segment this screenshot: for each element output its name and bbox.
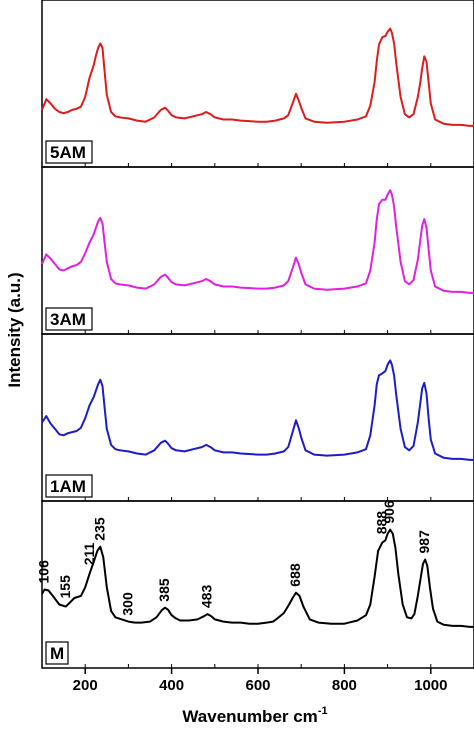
- y-axis-label: Intensity (a.u.): [5, 272, 24, 387]
- x-tick-label: 600: [245, 677, 270, 694]
- panel-label-1am: 1AM: [50, 477, 86, 496]
- x-tick-label: 800: [332, 677, 357, 694]
- peak-label: 106: [36, 560, 52, 584]
- x-axis-label-text: Wavenumber cm: [182, 707, 317, 726]
- peak-label: 906: [381, 500, 397, 524]
- x-axis-ticks: 200 400 600 800 1000: [73, 668, 447, 694]
- panel-label-5am: 5AM: [50, 143, 86, 162]
- x-axis-label-superscript: -1: [318, 705, 328, 717]
- peak-label: 235: [91, 517, 107, 541]
- x-tick-label: 1000: [414, 677, 447, 694]
- peak-label: 211: [81, 543, 97, 566]
- x-tick-label: 200: [73, 677, 98, 694]
- peak-label: 688: [287, 563, 303, 587]
- panel-label-box: [45, 307, 93, 331]
- x-tick-label: 400: [159, 677, 184, 694]
- panel-frame: [41, 0, 474, 168]
- panel-label-box: [45, 641, 69, 665]
- panel-label-box: [45, 474, 93, 498]
- peak-label: 888: [373, 511, 389, 535]
- panel-label-3am: 3AM: [50, 310, 86, 329]
- peak-label: 987: [416, 530, 432, 554]
- peak-label: 385: [156, 578, 172, 602]
- series-line-m: [41, 528, 474, 628]
- peak-label: 300: [119, 592, 135, 616]
- panel-frame: [41, 166, 474, 335]
- series-line-5am: [41, 27, 474, 127]
- series-line-3am: [41, 189, 474, 294]
- panel-frame: [41, 333, 474, 502]
- panel-label-m: M: [50, 644, 64, 663]
- series-line-1am: [41, 359, 474, 461]
- panel-1am: 1AM: [41, 333, 474, 502]
- panel-3am: 3AM: [41, 166, 474, 335]
- panel-label-box: [45, 140, 93, 164]
- panel-5am: 5AM: [41, 0, 474, 168]
- panels: 5AM 3AM 1AM M 106 155 211 235 300 385 483 688 888906…: [36, 0, 474, 669]
- peak-label: 155: [57, 575, 73, 599]
- peak-label: 483: [199, 585, 215, 609]
- x-axis-label: Wavenumber cm-1: [182, 705, 327, 726]
